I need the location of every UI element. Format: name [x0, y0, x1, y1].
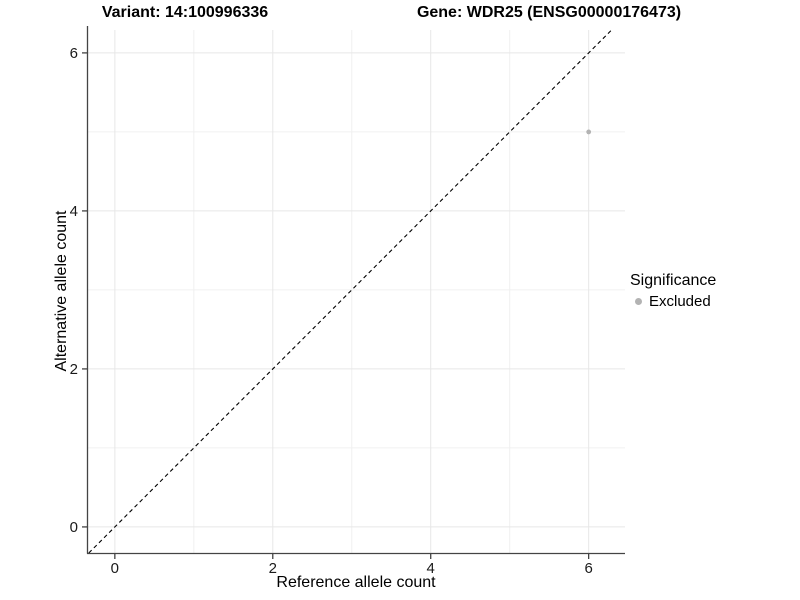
x-tick-label: 4 [427, 560, 435, 577]
y-tick-label: 0 [70, 519, 78, 536]
legend-title: Significance [630, 272, 717, 289]
y-tick-label: 6 [70, 45, 78, 62]
x-tick-label: 2 [269, 560, 277, 577]
x-tick-label: 6 [585, 560, 593, 577]
legend: Significance Excluded [630, 271, 716, 310]
plot-title-variant: Variant: 14:100996336 [101, 4, 269, 21]
legend-item-label: Excluded [649, 292, 711, 310]
y-tick-label: 4 [70, 203, 78, 220]
identity-dashed-line [88, 29, 612, 554]
data-point-excluded [586, 129, 592, 135]
x-tick-label: 0 [111, 560, 119, 577]
y-axis-title: Alternative allele count [53, 210, 70, 372]
y-tick-label: 2 [70, 361, 78, 378]
legend-item-excluded: Excluded [630, 292, 716, 310]
x-axis-title: Reference allele count [276, 574, 436, 591]
legend-point-icon [635, 297, 642, 305]
plot-title-gene: Gene: WDR25 (ENSG00000176473) [416, 4, 682, 21]
